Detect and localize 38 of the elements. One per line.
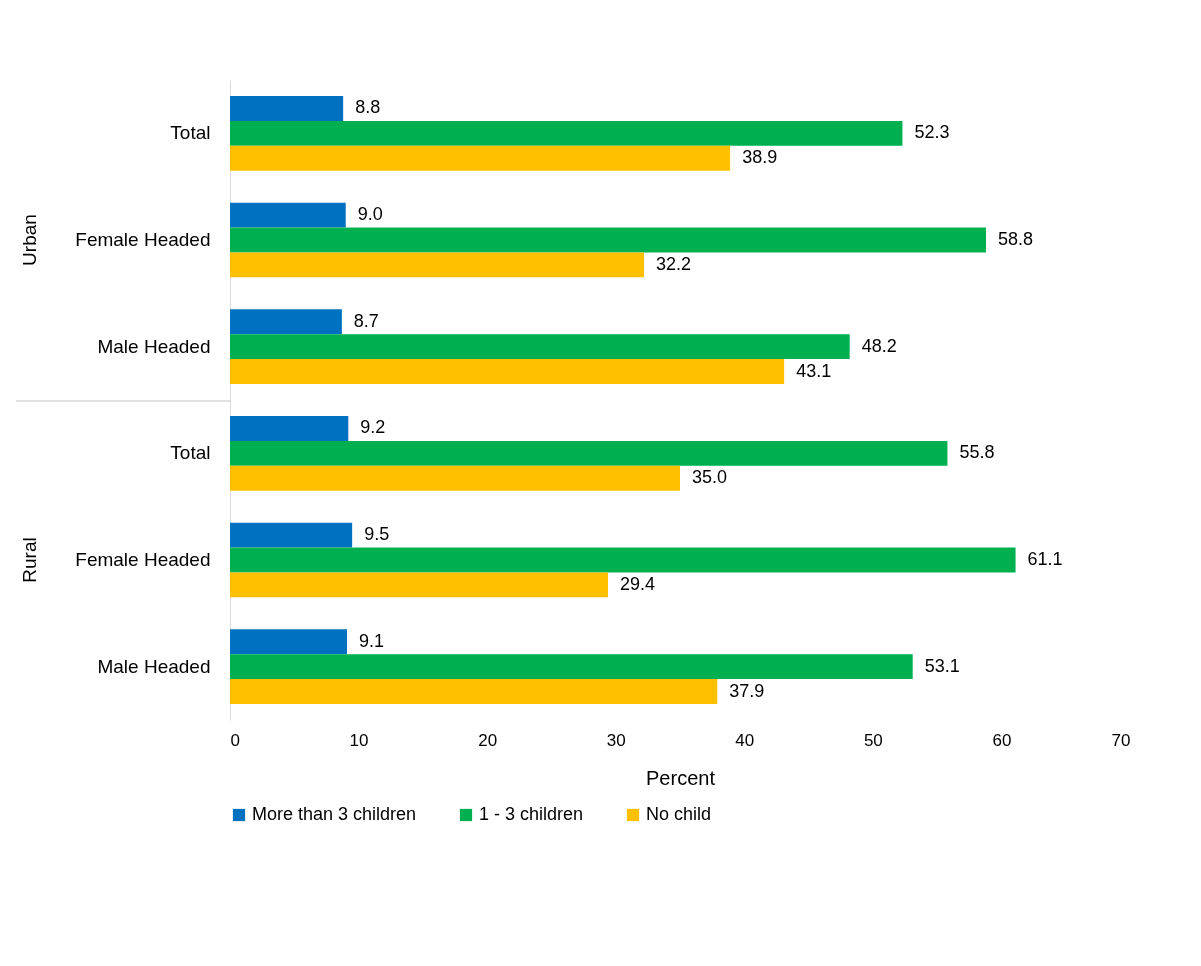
x-tick-label: 60 [992,730,1012,750]
data-label: 58.8 [998,229,1034,249]
data-label: 9.2 [360,417,386,438]
x-tick-label: 40 [735,730,755,750]
data-label: 53.1 [924,655,960,676]
data-label: 8.7 [353,310,379,331]
legend-label: More than 3 children [252,804,417,824]
data-label: 32.2 [656,253,692,274]
legend-label: No child [646,804,712,824]
y-tick-label: Female Headed [75,229,211,250]
data-label: 55.8 [959,442,995,463]
data-label: 8.8 [355,97,381,118]
data-label: 52.3 [914,122,950,143]
y-tick-label: Male Headed [97,655,211,677]
y-tick-label: Female Headed [75,549,211,570]
x-tick-label: 30 [606,730,626,750]
x-tick-label: 20 [478,730,498,750]
x-tick-label: 70 [1111,730,1131,750]
x-tick-label: 10 [349,730,369,750]
y-tick-label: Total [170,122,211,144]
data-label: 38.9 [742,147,778,168]
data-label: 9.1 [359,630,385,651]
data-label: 29.4 [620,573,656,594]
y-tick-label: Total [170,442,211,464]
x-tick-label: 50 [863,730,883,750]
data-label: 48.2 [861,335,897,356]
data-label: 37.9 [729,680,765,701]
data-label: 35.0 [692,467,728,488]
data-label: 61.1 [1027,549,1063,569]
data-label: 43.1 [796,360,832,381]
x-axis-title: Percent [646,766,716,789]
data-label: 9.5 [364,524,390,545]
legend-label: 1 - 3 children [479,804,584,824]
y-tick-label: Male Headed [97,335,211,357]
text: Rural [19,537,40,583]
data-label: 9.0 [357,204,383,225]
x-tick-label: 0 [230,730,240,750]
text: Urban [19,214,40,266]
